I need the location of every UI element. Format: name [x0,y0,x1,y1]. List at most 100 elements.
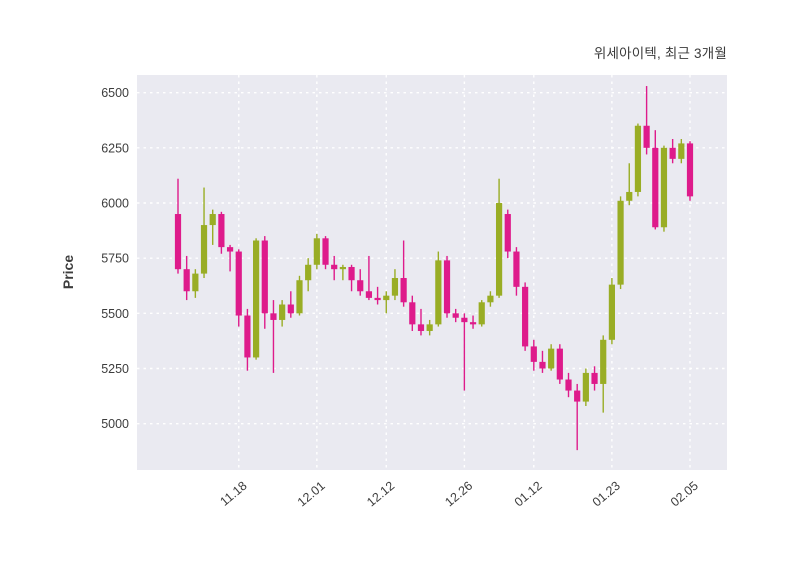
candle-body [209,214,216,226]
candle-body [452,313,459,318]
candle [530,339,537,371]
candle-body [574,390,581,402]
candle [348,264,355,292]
y-tick-label: 6000 [101,196,129,210]
y-tick-label: 6500 [101,86,129,100]
candle-body [548,348,555,369]
candle-body [279,304,286,320]
candle [495,178,503,298]
candle-body [261,240,268,314]
candle-body [357,280,364,292]
candle-body [383,295,390,301]
candle-body [253,240,260,358]
candle [660,145,668,232]
candle [608,278,615,345]
plot-area [137,75,727,470]
candle-body [296,280,303,314]
candle-body [634,125,642,192]
candle-body [591,372,598,384]
candle [391,269,399,301]
candle [582,368,589,407]
candle [331,255,338,281]
candle [469,315,477,329]
candle-body [374,297,381,301]
candle [400,240,407,307]
candle-body [305,264,312,281]
candle-body [339,266,346,270]
x-tick-label: 12.26 [442,479,475,510]
candle [270,300,277,373]
candle [244,308,251,371]
x-tick-label: 12.12 [364,479,397,510]
x-tick-label: 01.23 [590,479,623,510]
candle [426,319,433,336]
candle [548,344,555,371]
candle-body [400,278,407,303]
candle [686,141,694,201]
y-tick-label: 5500 [101,307,129,321]
candle-body [626,191,633,201]
candle-body [461,317,468,323]
candle [634,123,642,197]
candle-body [226,247,234,252]
candle [226,244,234,272]
candle [461,313,468,391]
candle-body [669,147,676,159]
candle-body [513,251,520,287]
x-tick-label: 12.01 [295,479,328,510]
candle-body [617,200,624,285]
candle [417,308,425,336]
candle [261,236,268,329]
candle [218,211,225,254]
candle [374,286,381,305]
candle [556,344,563,384]
candle-body [313,238,320,265]
candle-body [652,147,659,228]
candle [365,255,373,301]
candle [600,335,607,413]
candle [287,291,294,318]
candle [452,308,459,323]
candle-body [478,302,485,325]
candle-body [660,147,668,228]
candle [669,138,676,164]
candle [305,258,312,292]
candle-body [678,143,685,159]
candle-body [443,260,451,314]
candle-body [556,348,563,380]
candle [435,251,442,327]
candle [626,163,633,206]
candle [279,300,286,327]
candle-body [504,214,511,252]
candle [339,264,346,281]
candle-body [417,324,425,331]
candle [591,366,598,391]
candle-body [600,339,607,384]
y-tick-label: 5750 [101,252,129,266]
candle [513,247,520,296]
candle [522,282,529,351]
x-tick-label: 11.18 [217,479,249,509]
candle-body [582,372,589,402]
candle-body [469,322,477,325]
candle [478,300,485,327]
chart-title: 위세아이텍, 최근 3개월 [593,46,727,61]
candle [192,269,199,298]
candle-body [530,346,537,362]
candle [504,209,511,259]
candle-body [487,295,494,303]
candle [183,255,190,301]
candle-body [244,315,251,358]
candle-body [686,143,694,197]
candle [174,178,182,274]
candle [200,187,208,279]
candle [643,86,650,155]
candle-body [365,291,373,298]
candle [209,209,216,245]
candle-body [192,273,199,292]
candle [574,383,581,451]
candle [296,275,303,316]
candle [313,233,320,270]
candle-body [539,361,546,369]
candle-body [435,260,442,325]
